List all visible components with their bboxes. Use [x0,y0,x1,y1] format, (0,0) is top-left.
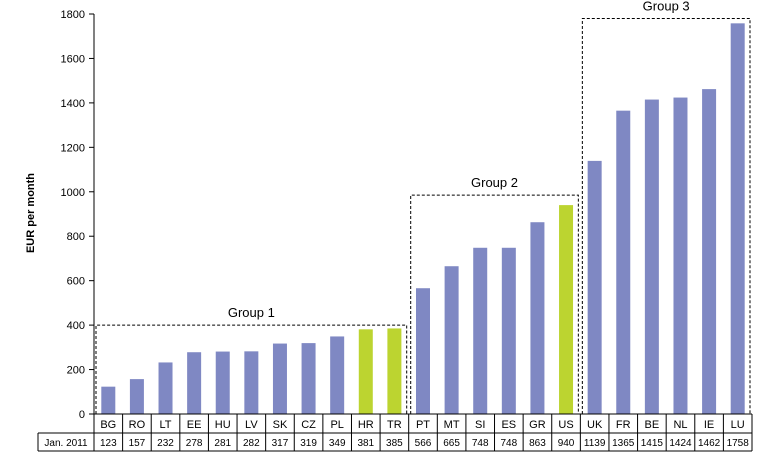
bar-bg [101,386,116,414]
y-tick-label: 1000 [61,187,85,199]
y-tick-label: 1800 [61,9,85,21]
data-label-fr: 1365 [612,438,635,449]
x-tick-label-pt: PT [416,419,430,431]
x-tick-label-ro: RO [129,419,146,431]
x-tick-label-ee: EE [187,419,202,431]
data-label-tr: 385 [386,438,403,449]
bar-lv [244,351,259,414]
x-tick-label-pl: PL [330,419,343,431]
x-tick-label-sk: SK [273,419,288,431]
y-axis: 0 200 400 600 800 1000 1200 1400 1600 1800 [61,9,95,421]
x-tick-label-lv: LV [245,419,258,431]
x-tick-label-gr: GR [529,419,546,431]
data-label-lt: 232 [157,438,174,449]
data-label-pl: 349 [329,438,346,449]
y-tick-label: 400 [67,320,85,332]
bar-mt [444,266,459,414]
x-tick-label-lu: LU [731,419,745,431]
bar-nl [673,97,688,415]
y-tick-label: 0 [79,409,85,421]
x-tick-label-lt: LT [160,419,172,431]
data-label-es: 748 [500,438,517,449]
bar-ee [187,352,202,414]
x-tick-label-tr: TR [387,419,402,431]
y-tick-label: 1200 [61,142,85,154]
group-box-2 [410,194,579,414]
y-axis-label: EUR per month [25,173,37,253]
data-label-us: 940 [558,438,575,449]
y-tick-label: 800 [67,231,85,243]
data-label-nl: 1424 [669,438,692,449]
x-tick-label-ie: IE [704,419,714,431]
x-tick-label-es: ES [501,419,516,431]
bar-us [559,205,574,414]
bar-hu [215,351,230,414]
bar-sk [272,343,287,414]
x-tick-label-hr: HR [358,419,374,431]
data-label-si: 748 [472,438,489,449]
data-label-hr: 381 [357,438,374,449]
y-tick-label: 200 [67,365,85,377]
bar-tr [387,328,402,414]
data-label-cz: 319 [300,438,317,449]
x-tick-label-mt: MT [444,419,460,431]
group-label-1: Group 1 [228,305,275,320]
data-label-hu: 281 [214,438,231,449]
data-label-mt: 665 [443,438,460,449]
bar-uk [587,160,602,414]
data-label-lv: 282 [243,438,260,449]
data-label-pt: 566 [415,438,432,449]
bar-be [644,99,659,415]
x-tick-label-nl: NL [673,419,687,431]
table-row-label: Jan. 2011 [44,438,88,449]
x-tick-label-bg: BG [100,419,116,431]
data-label-gr: 863 [529,438,546,449]
bar-es [501,247,516,414]
group-box-3 [581,17,751,414]
bar-pt [416,288,430,414]
data-table: Jan. 2011 BG 123 RO 157 LT 232 EE 278 HU 281 LV 282 S… [37,413,753,452]
data-label-ee: 278 [186,438,203,449]
bars [101,23,745,415]
x-tick-label-be: BE [645,419,660,431]
data-label-lu: 1758 [727,438,750,449]
x-tick-label-fr: FR [616,419,631,431]
data-label-sk: 317 [272,438,289,449]
y-tick-label: 1400 [61,98,85,110]
group-label-2: Group 2 [471,175,518,190]
data-label-uk: 1139 [584,438,606,449]
x-tick-label-si: SI [475,419,485,431]
bar-gr [530,222,545,414]
bar-si [473,247,488,414]
x-tick-label-hu: HU [215,419,231,431]
x-tick-label-cz: CZ [301,419,316,431]
x-tick-label-us: US [558,419,573,431]
bar-ie [702,89,717,414]
bar-pl [330,336,345,414]
bar-cz [301,343,316,414]
y-tick-label: 1600 [61,53,85,65]
x-tick-label-uk: UK [587,419,603,431]
bar-ro [129,379,144,414]
data-label-bg: 123 [100,438,117,449]
data-label-be: 1415 [641,438,664,449]
group-boxes: Group 1 Group 2 Group 3 [95,0,751,414]
data-label-ro: 157 [129,438,146,449]
bar-hr [358,329,373,414]
bar-fr [616,110,631,415]
bar-lt [158,362,173,414]
group-label-3: Group 3 [643,0,690,13]
data-label-ie: 1462 [698,438,721,449]
bar-lu [730,23,745,414]
y-tick-label: 600 [67,276,85,288]
